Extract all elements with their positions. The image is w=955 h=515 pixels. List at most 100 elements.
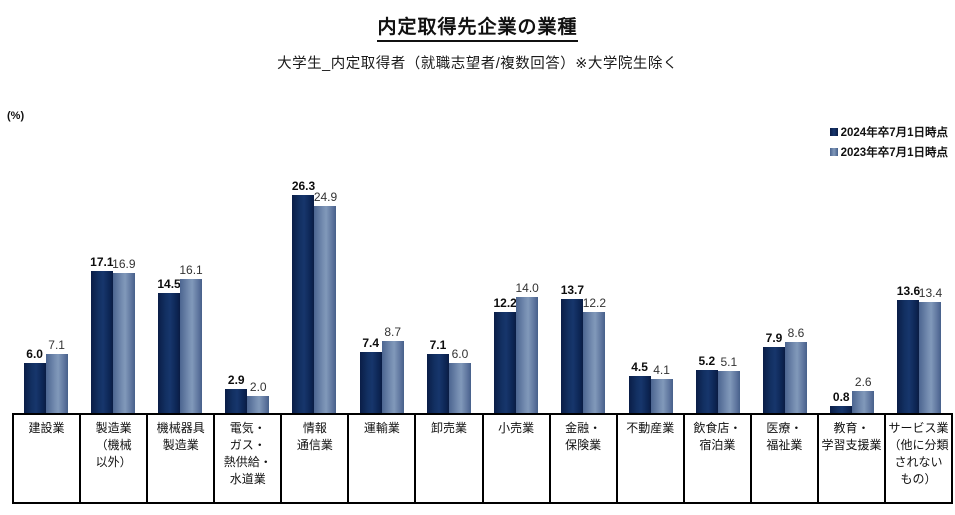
bar-value-label-2023: 13.4 [918,285,943,300]
bar-unit-2024: 17.1 [90,256,114,413]
bar-group: 7.9 8.6 [751,150,818,413]
legend-swatch-2023-icon [829,148,838,156]
bar-value-label-2023: 8.6 [787,325,805,340]
bar-unit-2023: 13.4 [918,285,943,413]
bar-value-label-2023: 6.0 [451,347,469,362]
bar-value-label-2023: 14.0 [515,280,539,295]
bar-group: 13.6 13.4 [886,150,953,413]
bar-unit-2023: 16.1 [179,264,203,413]
category-label: 建設業 [14,415,82,502]
y-axis-unit-label: (%) [7,110,25,122]
bar-unit-2023: 8.6 [785,325,808,413]
bar-2023 [583,311,606,413]
bar-group: 0.8 2.6 [819,150,886,413]
bar-2024 [90,271,113,413]
bar-2023 [247,396,270,413]
bar-group: 14.5 16.1 [146,150,213,413]
bar-value-label-2024: 4.5 [631,359,648,374]
bar-unit-2024: 26.3 [291,178,316,413]
bar-value-label-2024: 2.9 [227,372,245,387]
bar-2023 [448,363,471,413]
bar-2023 [516,296,539,413]
bar-2023 [650,378,673,413]
bar-value-label-2024: 13.6 [896,284,921,299]
category-label: 小売業 [484,415,551,502]
bar-2023 [919,301,942,413]
x-axis-category-row: 建設業 製造業 （機械 以外） 機械器具 製造業 電気・ ガス・ 熱供給・ 水道業 情報… [12,413,953,504]
bar-2023 [45,354,68,413]
bar-unit-2023: 2.0 [247,380,270,413]
bar-2024 [426,354,449,413]
bar-group: 7.4 8.7 [348,150,415,413]
bar-value-label-2023: 8.7 [384,324,402,339]
bar-value-label-2023: 24.9 [313,190,338,205]
bar-unit-2023: 7.1 [45,338,68,413]
bar-value-label-2023: 2.6 [854,375,872,390]
bar-value-label-2024: 12.2 [493,295,517,310]
bar-unit-2023: 4.1 [650,362,673,413]
bar-value-label-2024: 14.5 [157,276,181,291]
legend: 2024年卒7月1日時点 2023年卒7月1日時点 [829,124,948,160]
bar-2024 [359,351,382,413]
bar-value-label-2024: 5.2 [698,353,716,368]
bar-2024 [628,375,651,413]
legend-label-2024: 2024年卒7月1日時点 [840,127,948,139]
category-label: 製造業 （機械 以外） [81,415,149,502]
bar-value-label-2024: 7.9 [765,331,783,346]
bar-unit-2023: 14.0 [515,280,539,413]
bar-2024 [830,406,853,413]
bar-value-label-2023: 4.1 [653,362,670,377]
bar-2023 [112,272,135,413]
bar-2024 [292,194,315,413]
bar-unit-2024: 7.9 [763,331,786,413]
legend-swatch-2024-icon [829,128,838,136]
bar-group: 2.9 2.0 [214,150,281,413]
bar-unit-2023: 5.1 [717,354,740,413]
bar-2023 [785,341,808,413]
bar-2024 [695,369,718,413]
category-label: 不動産業 [618,415,685,502]
bar-2024 [561,299,584,413]
bar-value-label-2024: 6.0 [26,347,43,362]
bar-unit-2024: 5.2 [695,353,718,413]
bar-unit-2023: 2.6 [852,375,875,413]
category-label: 機械器具 製造業 [148,415,216,502]
bar-unit-2024: 7.4 [359,336,382,413]
bar-group: 5.2 5.1 [684,150,751,413]
bar-2024 [763,347,786,413]
bar-2024 [494,311,517,413]
category-label: 情報 通信業 [282,415,350,502]
bar-2024 [897,300,920,413]
title-wrap: 内定取得先企業の業種 [0,12,955,42]
bar-group: 17.1 16.9 [79,150,146,413]
category-label: 金融・ 保険業 [551,415,618,502]
bar-2024 [23,363,46,413]
bar-2024 [158,292,181,413]
bar-value-label-2024: 7.1 [429,338,447,353]
bar-unit-2024: 7.1 [426,338,449,413]
category-label: 医療・ 福祉業 [752,415,819,502]
bar-value-label-2023: 2.0 [249,380,267,395]
bar-2023 [314,206,337,413]
bar-unit-2024: 12.2 [493,295,517,413]
category-label: 教育・ 学習支援業 [819,415,887,502]
category-label: サービス業 （他に分類 されない もの） [888,421,949,486]
bar-unit-2024: 4.5 [628,359,651,413]
bar-unit-2023: 6.0 [448,347,471,413]
legend-item-2024: 2024年卒7月1日時点 [829,124,948,140]
bar-value-label-2023: 7.1 [48,338,65,353]
bar-group: 7.1 6.0 [415,150,482,413]
bar-value-label-2024: 13.7 [560,283,585,298]
bar-2023 [381,340,404,413]
bar-value-label-2023: 5.1 [720,354,738,369]
bar-2023 [852,391,875,413]
category-label: 卸売業 [416,415,484,502]
bar-unit-2023: 24.9 [313,190,338,413]
plot-area: 6.0 7.1 17.1 16.9 14.5 16.1 2.9 2.0 26.3 24.9 7.4 8… [12,150,953,413]
bar-unit-2024: 13.7 [560,283,585,413]
bar-value-label-2024: 26.3 [291,178,316,193]
bar-value-label-2023: 12.2 [582,295,607,310]
category-label: 電気・ ガス・ 熱供給・ 水道業 [215,415,283,502]
bar-group: 4.5 4.1 [617,150,684,413]
